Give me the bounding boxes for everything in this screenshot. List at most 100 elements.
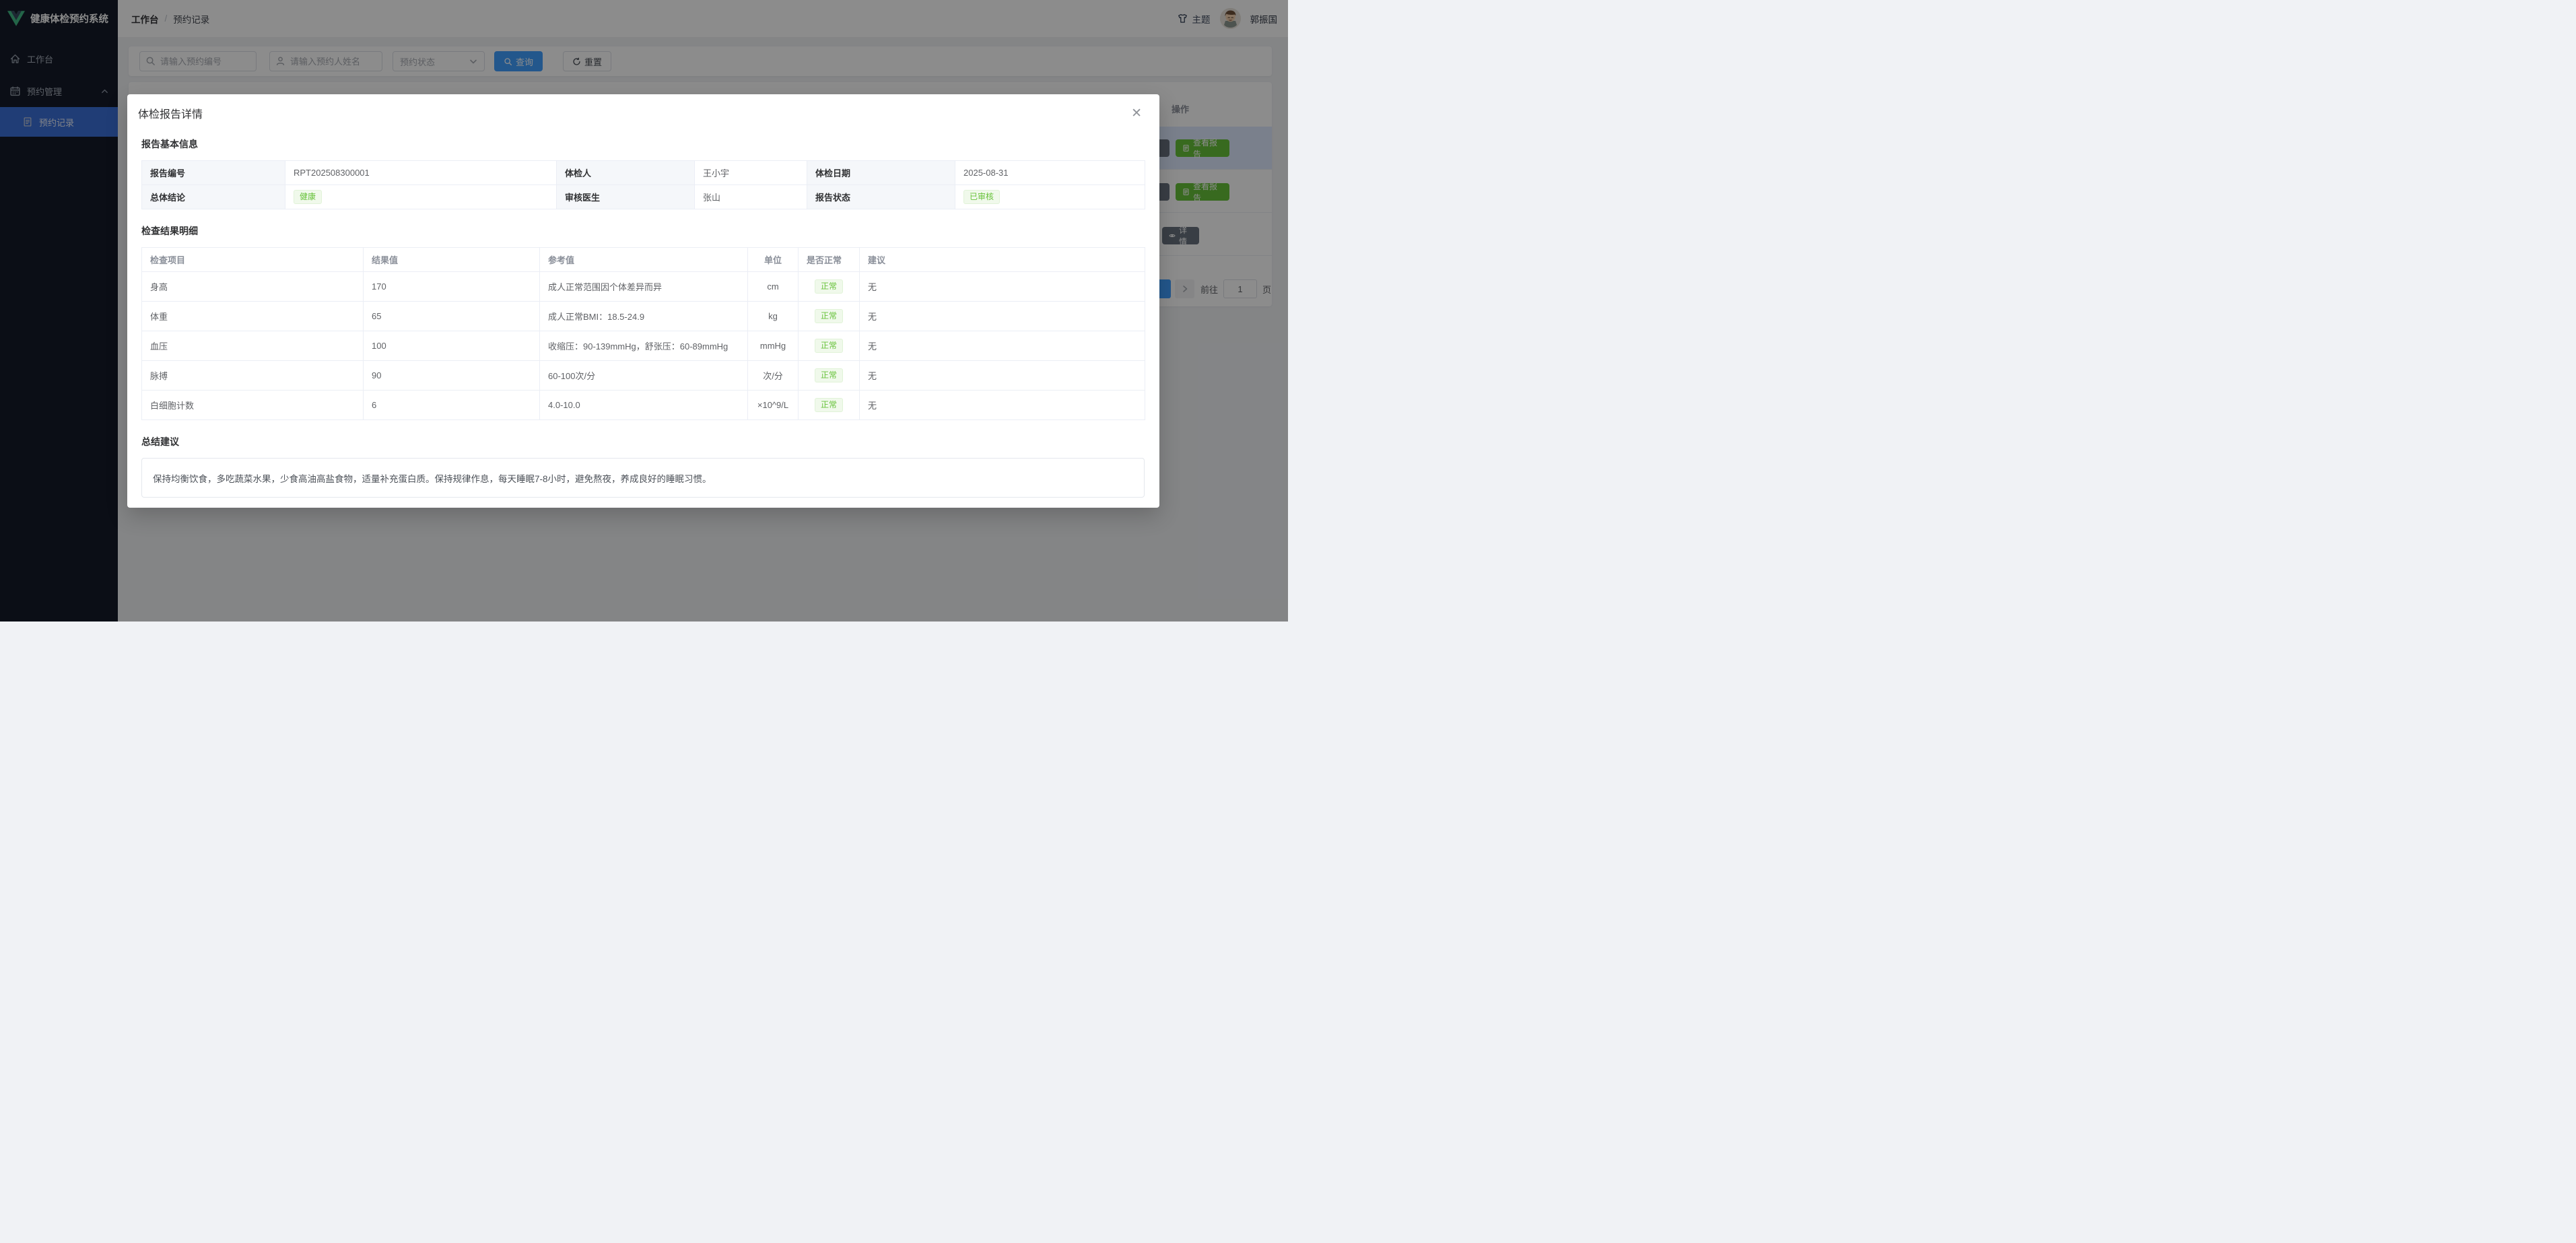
results-header-row: 检查项目 结果值 参考值 单位 是否正常 建议	[141, 247, 1145, 272]
sidebar-menu: 工作台 预约管理 预约记录	[0, 42, 118, 137]
col-header: 建议	[859, 247, 1145, 272]
col-header: 参考值	[539, 247, 748, 272]
result-cell: 正常	[798, 331, 860, 361]
normal-tag: 正常	[814, 368, 843, 383]
op-column-header: 操作	[1172, 104, 1190, 114]
sidebar-item-workbench[interactable]: 工作台	[0, 42, 118, 75]
normal-tag: 正常	[814, 397, 843, 413]
eye-icon	[1169, 234, 1176, 238]
modal-body: 报告基本信息 报告编号 RPT202508300001 体检人 王小宇 体检日期 2025…	[127, 137, 1159, 498]
view-report-button-label: 查看报告	[1193, 138, 1218, 159]
reset-button[interactable]: 重置	[563, 51, 612, 71]
appointment-no-input[interactable]	[139, 51, 257, 71]
chevron-down-icon	[470, 59, 477, 64]
vue-logo-icon	[7, 11, 25, 26]
info-label: 报告状态	[807, 184, 955, 209]
result-cell: 体重	[141, 301, 364, 331]
detail-button[interactable]: 详情	[1162, 226, 1199, 246]
pagination-page-suffix: 页	[1262, 284, 1272, 295]
info-value: 张山	[694, 184, 807, 209]
username: 郭振国	[1250, 14, 1278, 25]
report-icon	[1183, 189, 1189, 195]
normal-tag: 正常	[814, 308, 843, 324]
result-row: 白细胞计数 6 4.0-10.0 ×10^9/L 正常无	[141, 390, 1145, 420]
sidebar-item-appointment-records[interactable]: 预约记录	[0, 107, 118, 137]
section-title-summary: 总结建议	[141, 436, 179, 447]
result-cell: cm	[747, 271, 799, 302]
result-cell: 100	[363, 331, 540, 361]
report-icon	[1183, 145, 1189, 152]
summary-text: 保持均衡饮食，多吃蔬菜水果，少食高油高盐食物，适量补充蛋白质。保持规律作息，每天…	[153, 473, 712, 484]
sidebar-item-label: 工作台	[27, 54, 54, 65]
theme-label: 主题	[1192, 14, 1211, 25]
document-icon	[24, 117, 32, 127]
info-label: 体检人	[556, 160, 695, 185]
result-cell: 成人正常范围因个体差异而异	[539, 271, 748, 302]
pagination-goto: 前往 页	[1200, 279, 1271, 298]
patient-name-field	[269, 51, 382, 71]
info-row: 总体结论 健康 审核医生 张山 报告状态 已审核	[141, 184, 1145, 209]
status-tag: 已审核	[963, 189, 1001, 205]
result-cell: kg	[747, 301, 799, 331]
search-button[interactable]: 查询	[494, 51, 543, 71]
normal-tag: 正常	[814, 279, 843, 294]
breadcrumb-workbench[interactable]: 工作台	[131, 14, 159, 25]
patient-name-input[interactable]	[269, 51, 382, 71]
section-title-basic-info: 报告基本信息	[141, 139, 198, 149]
result-cell: 身高	[141, 271, 364, 302]
info-label: 总体结论	[141, 184, 285, 209]
sidebar-item-appointment-mgmt[interactable]: 预约管理	[0, 75, 118, 107]
col-header: 检查项目	[141, 247, 364, 272]
view-report-button-label: 查看报告	[1193, 182, 1218, 203]
avatar[interactable]	[1219, 8, 1241, 29]
search-button-label: 查询	[516, 57, 534, 67]
results-tbody: 身高 170 成人正常范围因个体差异而异 cm 正常无体重 65 成人正常BMI：18.5-…	[141, 271, 1145, 420]
summary-box: 保持均衡饮食，多吃蔬菜水果，少食高油高盐食物，适量补充蛋白质。保持规律作息，每天…	[141, 458, 1145, 498]
result-cell: ×10^9/L	[747, 390, 799, 420]
modal-title: 体检报告详情	[138, 109, 203, 121]
pagination-next-button[interactable]	[1175, 279, 1194, 298]
info-value: RPT202508300001	[285, 160, 557, 185]
reset-button-label: 重置	[584, 57, 603, 67]
theme-toggle-button[interactable]: 主题	[1177, 12, 1211, 26]
result-cell: 正常	[798, 301, 860, 331]
info-value: 王小宇	[694, 160, 807, 185]
normal-tag: 正常	[814, 338, 843, 354]
topbar-right: 主题 郭振国	[1177, 8, 1278, 29]
result-cell: 90	[363, 360, 540, 391]
breadcrumb-separator: /	[164, 13, 168, 24]
result-row: 脉搏 90 60-100次/分 次/分 正常 无	[141, 360, 1145, 391]
info-label: 审核医生	[556, 184, 695, 209]
pagination-page-input[interactable]	[1223, 279, 1258, 298]
result-cell: 成人正常BMI：18.5-24.9	[539, 301, 748, 331]
result-cell: 170	[363, 271, 540, 302]
calendar-icon	[10, 86, 20, 96]
result-cell: 65	[363, 301, 540, 331]
chevron-right-icon	[1182, 285, 1187, 292]
info-label: 体检日期	[807, 160, 955, 185]
breadcrumb-current: 预约记录	[173, 14, 210, 25]
view-report-button[interactable]: 查看报告	[1176, 182, 1229, 203]
report-info-table: 报告编号 RPT202508300001 体检人 王小宇 体检日期 2025-08-31 总…	[141, 160, 1145, 209]
search-icon	[146, 57, 155, 65]
chevron-up-icon	[102, 89, 108, 93]
close-icon[interactable]: ✕	[1131, 106, 1142, 121]
status-select-placeholder: 预约状态	[400, 57, 436, 67]
status-select[interactable]: 预约状态	[393, 51, 485, 71]
result-cell: 正常	[798, 271, 860, 302]
col-header: 结果值	[363, 247, 540, 272]
search-toolbar: 预约状态 查询 重置	[129, 46, 1272, 76]
appointment-no-field	[139, 51, 257, 71]
view-report-button[interactable]: 查看报告	[1176, 138, 1229, 159]
result-row: 体重 65 成人正常BMI：18.5-24.9 kg 正常无	[141, 301, 1145, 331]
modal-header: 体检报告详情 ✕	[127, 94, 1159, 128]
result-cell: 收缩压：90-139mmHg，舒张压：60-89mmHg	[539, 331, 748, 361]
avatar-image	[1219, 8, 1241, 29]
result-cell: 血压	[141, 331, 364, 361]
info-row: 报告编号 RPT202508300001 体检人 王小宇 体检日期 2025-08-31	[141, 160, 1145, 185]
section-title-results: 检查结果明细	[141, 226, 198, 236]
result-cell: 无	[859, 301, 1145, 331]
result-cell: 次/分	[747, 360, 799, 391]
search-icon	[504, 57, 512, 65]
info-label: 报告编号	[141, 160, 285, 185]
